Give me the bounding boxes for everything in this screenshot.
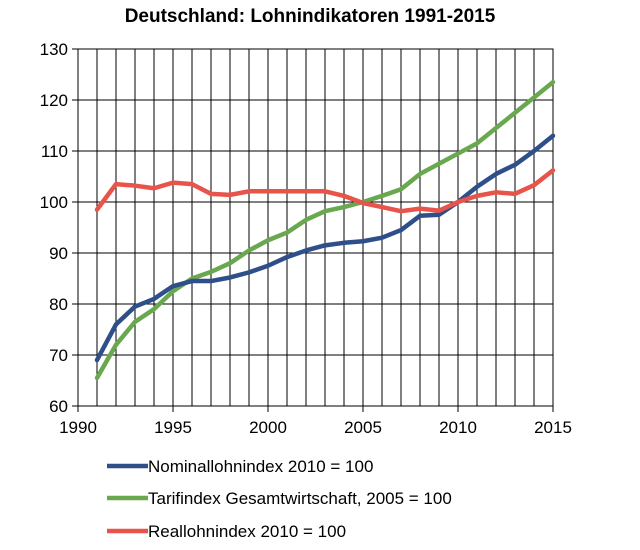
grid	[78, 49, 553, 406]
series-line	[94, 168, 556, 214]
y-tick-label: 60	[49, 397, 68, 416]
x-tick-label: 2005	[344, 418, 382, 437]
chart-title: Deutschland: Lohnindikatoren 1991-2015	[125, 6, 496, 27]
y-tick-label: 90	[49, 244, 68, 263]
y-tick-label: 120	[40, 91, 68, 110]
y-tick-label: 80	[49, 295, 68, 314]
series-line	[94, 133, 556, 363]
series-line	[94, 79, 556, 381]
y-tick-label: 130	[40, 40, 68, 59]
x-tick-label: 1990	[59, 418, 97, 437]
series	[94, 79, 556, 381]
x-tick-label: 2010	[439, 418, 477, 437]
legend-label: Nominallohnindex 2010 = 100	[148, 457, 373, 476]
legend-label: Tarifindex Gesamtwirtschaft, 2005 = 100	[148, 489, 452, 508]
plot-area-frame	[77, 48, 554, 407]
x-tick-label: 2000	[249, 418, 287, 437]
legend-label: Reallohnindex 2010 = 100	[148, 522, 346, 541]
x-tick-label: 2015	[534, 418, 572, 437]
x-tick-label: 1995	[154, 418, 192, 437]
y-tick-label: 110	[41, 142, 68, 161]
legend: Nominallohnindex 2010 = 100 Tarifindex Ge…	[107, 457, 452, 541]
y-tick-label: 70	[49, 346, 68, 365]
y-tick-label: 100	[40, 193, 68, 212]
axes: 60 70 80 90 100 110 120 130 1990 1995 2000 2005 2010…	[40, 40, 572, 437]
